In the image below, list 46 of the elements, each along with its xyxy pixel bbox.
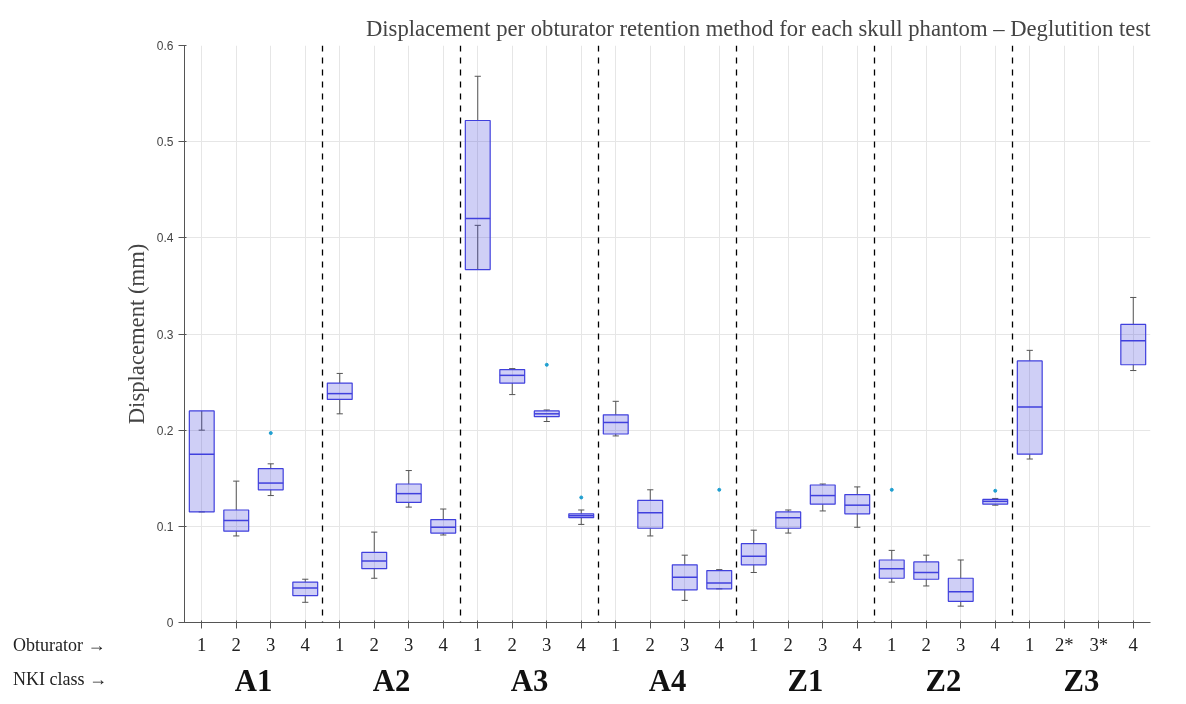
x-tick-label: 4 <box>576 633 587 655</box>
x-tick-label: 3 <box>404 633 414 655</box>
x-tick-label: 2 <box>783 633 793 655</box>
x-tick-label: 2* <box>1054 633 1074 655</box>
x-tick-label: 2 <box>645 633 655 655</box>
x-tick-label: 3 <box>542 633 552 655</box>
text: A3 <box>510 663 549 698</box>
y-tick-label: 0.1 <box>156 519 174 534</box>
x-tick-label: 4 <box>714 633 725 655</box>
chart-title: Displacement per obturator retention method for each skull phantom – Deglutition test <box>365 15 1152 41</box>
x-tick-label: 2 <box>921 633 931 655</box>
x-axis-title: Obturator → <box>13 634 106 657</box>
text: A1 <box>234 663 273 698</box>
y-axis-title: Displacement (mm) <box>123 243 149 425</box>
y-tick-label: 0.2 <box>156 423 174 438</box>
x-tick-label: 2 <box>369 633 379 655</box>
x-tick-label: 3* <box>1089 633 1109 655</box>
y-tick-label: 0.5 <box>156 135 174 150</box>
x-tick-label: 1 <box>1025 633 1035 655</box>
x-tick-label: 1 <box>887 633 897 655</box>
y-tick-label: 0.6 <box>156 39 174 53</box>
x-tick-label: 3 <box>266 633 276 655</box>
x-tick-label: 4 <box>990 633 1001 655</box>
text: Z2 <box>925 663 962 698</box>
x-tick-label: 2 <box>507 633 517 655</box>
x-tick-label: 3 <box>818 633 828 655</box>
y-tick-label: 0.4 <box>156 231 174 246</box>
x-tick-label: 2 <box>231 633 241 655</box>
y-tick-label: 0.3 <box>156 327 174 342</box>
x-tick-label: 4 <box>300 633 311 655</box>
text: Z3 <box>1063 663 1100 698</box>
x-tick-label: 1 <box>473 633 483 655</box>
text: Z1 <box>787 663 824 698</box>
text: A2 <box>372 663 411 698</box>
x-tick-label: 4 <box>438 633 449 655</box>
text: A4 <box>648 663 687 698</box>
x-tick-label: 1 <box>749 633 759 655</box>
x-tick-label: 1 <box>611 633 621 655</box>
x-tick-label: 4 <box>852 633 863 655</box>
x-tick-label: 3 <box>956 633 966 655</box>
x-tick-label: 1 <box>335 633 345 655</box>
x-tick-label: 4 <box>1128 633 1139 655</box>
y-tick-label: 0 <box>166 616 174 630</box>
text: NKI class → <box>13 668 107 691</box>
x-tick-label: 3 <box>680 633 690 655</box>
x-tick-label: 1 <box>197 633 207 655</box>
